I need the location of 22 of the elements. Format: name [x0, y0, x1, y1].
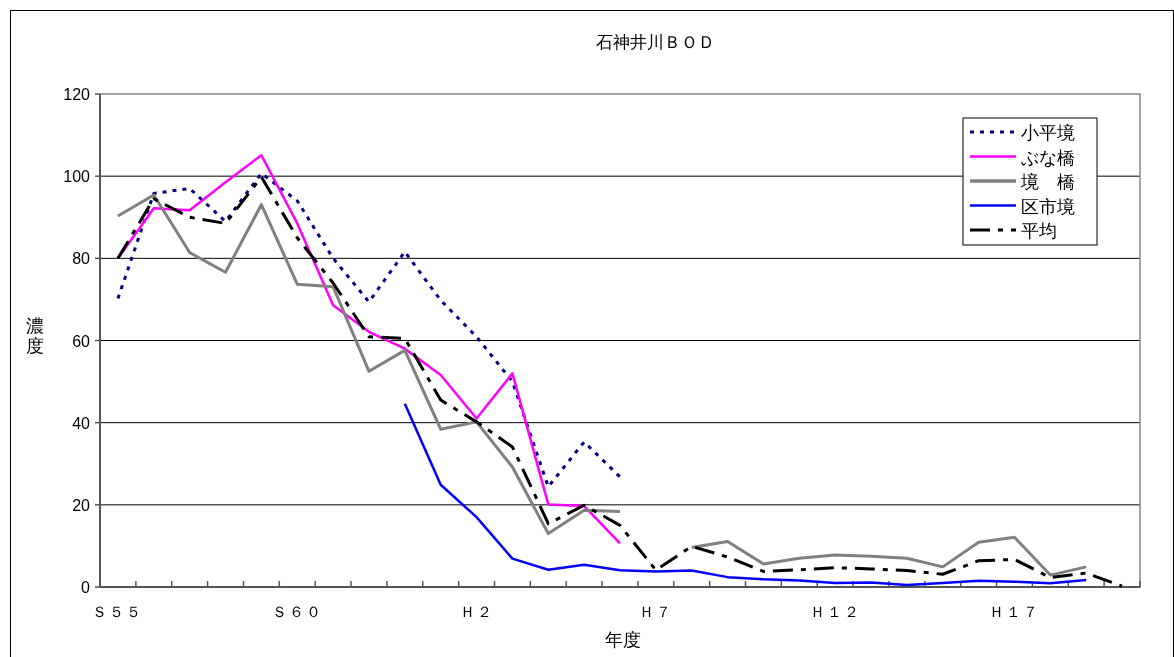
y-axis-title: 濃度 — [26, 316, 44, 356]
y-tick-label: 40 — [72, 414, 91, 432]
legend-label: 小平境 — [1021, 123, 1075, 143]
chart-title: 石神井川ＢＯＤ — [595, 33, 715, 52]
x-tick-label: Ｓ５５ — [92, 603, 144, 620]
y-tick-label: 100 — [63, 168, 91, 186]
legend-label: 区市境 — [1021, 196, 1075, 217]
y-tick-label: 0 — [81, 579, 91, 596]
x-tick-label: Ｈ２ — [459, 603, 494, 620]
y-tick-label: 80 — [72, 250, 91, 268]
x-tick-label: Ｓ６０ — [271, 603, 323, 620]
legend-label: 平均 — [1021, 221, 1057, 241]
line-series — [403, 402, 1088, 587]
y-tick-label: 20 — [72, 496, 91, 514]
x-tick-label: Ｈ７ — [638, 603, 673, 620]
y-tick-label: 60 — [72, 332, 91, 350]
x-tick-label: Ｈ１７ — [988, 603, 1040, 620]
x-tick-label: Ｈ１２ — [809, 603, 861, 620]
x-axis-title: 年度 — [605, 630, 641, 650]
legend-label: 境 橋 — [1020, 172, 1075, 192]
legend-label: ぶな橋 — [1021, 147, 1075, 168]
y-tick-label: 120 — [63, 86, 91, 103]
